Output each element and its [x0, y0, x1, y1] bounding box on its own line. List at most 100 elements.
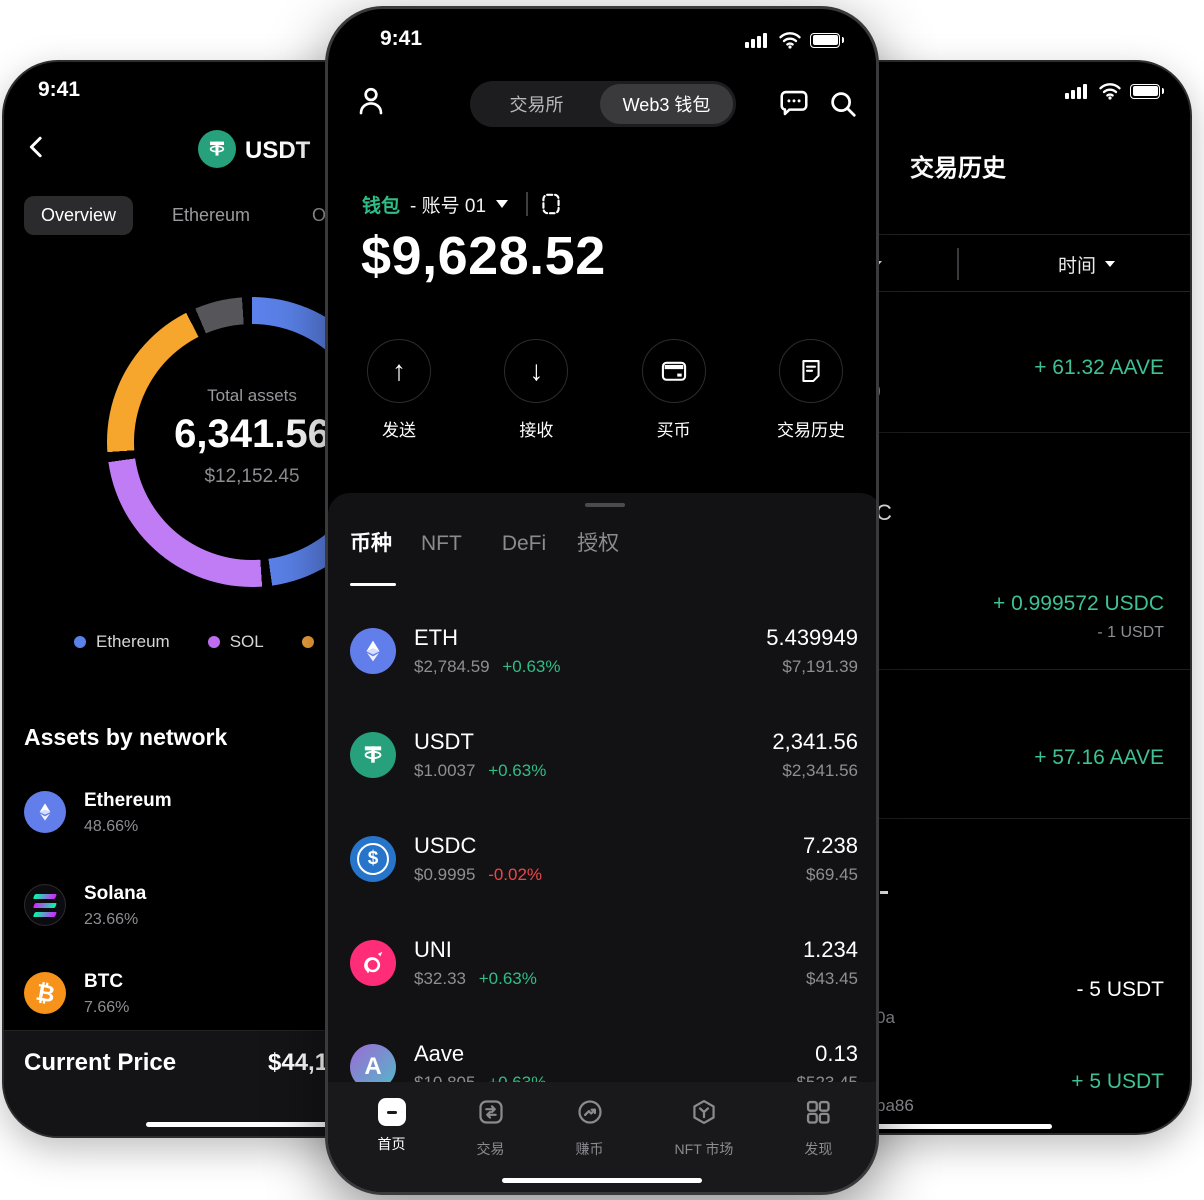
- tab-overview[interactable]: Overview: [24, 196, 134, 235]
- segmented-control: 交易所 Web3 钱包: [470, 81, 736, 127]
- home-indicator[interactable]: [502, 1178, 702, 1183]
- legend-dot-sol: [207, 636, 220, 648]
- wifi-icon: [1099, 83, 1121, 100]
- network-row-solana: Solana 23.66%: [24, 883, 324, 930]
- section-heading: Assets by network: [24, 724, 228, 750]
- segment-web3-wallet[interactable]: Web3 钱包: [600, 84, 733, 124]
- coin-row-eth[interactable]: ETH $2,784.59 +0.63% 5.439949 $7,191.39: [328, 599, 876, 703]
- tx-amount[interactable]: + 61.32 AAVE: [1034, 356, 1164, 379]
- coin-amount: 2,341.56: [772, 729, 858, 754]
- current-price-label: Current Price: [24, 1049, 177, 1076]
- home-indicator[interactable]: [782, 1124, 1052, 1129]
- tx-history-label: 交易历史: [776, 421, 845, 440]
- wallet-label: 钱包: [362, 195, 401, 217]
- usdc-icon: $: [350, 836, 396, 882]
- tab-approvals[interactable]: 授权: [577, 532, 620, 555]
- profile-icon[interactable]: [355, 85, 387, 117]
- bottom-nav: 首页 交易 赚币 NFT 市场: [328, 1082, 876, 1192]
- tab-ethereum[interactable]: Ethereum: [172, 205, 251, 225]
- coin-price: $0.9995: [414, 865, 476, 884]
- back-icon[interactable]: [22, 132, 52, 162]
- coin-symbol: UNI: [414, 937, 452, 962]
- tab-third-partial[interactable]: O: [312, 205, 327, 225]
- send-button[interactable]: ↑ 发送: [349, 339, 449, 441]
- page-title: 交易历史: [910, 155, 1006, 182]
- eth-icon: [350, 628, 396, 674]
- nav-item-earn[interactable]: 赚币: [575, 1098, 604, 1192]
- home-icon: [377, 1098, 406, 1126]
- discover-icon: [807, 1100, 831, 1124]
- tab-nft[interactable]: NFT: [421, 532, 462, 555]
- network-name: Solana: [84, 883, 147, 904]
- active-tab-underline: [350, 583, 396, 586]
- coin-amount: 1.234: [802, 937, 858, 962]
- document-icon: [778, 339, 843, 403]
- tx-fragment: ba86: [876, 1096, 914, 1115]
- network-row-btc: ₿ BTC 7.66%: [24, 971, 324, 1018]
- wifi-icon: [779, 32, 801, 49]
- card-icon: [641, 339, 706, 403]
- donut-center-label: Total assets: [207, 386, 297, 405]
- nav-item-trade[interactable]: 交易: [476, 1098, 505, 1192]
- home-indicator[interactable]: [146, 1122, 416, 1127]
- tx-amount[interactable]: + 0.999572 USDC: [992, 592, 1164, 615]
- tx-fragment-dash: [880, 891, 888, 894]
- send-icon: ↑: [367, 339, 431, 403]
- coin-row-usdt[interactable]: USDT $1.0037 +0.63% 2,341.56 $2,341.56: [328, 703, 876, 807]
- time-filter-dropdown[interactable]: 时间: [1058, 235, 1116, 293]
- tab-defi[interactable]: DeFi: [501, 532, 547, 555]
- nav-label: 发现: [804, 1141, 833, 1157]
- coin-row-uni[interactable]: UNI $32.33 +0.63% 1.234 $43.45: [328, 911, 876, 1015]
- coin-row-usdc[interactable]: $ USDC $0.9995 -0.02% 7.238 $69.45: [328, 807, 876, 911]
- coin-change: +0.63%: [488, 761, 547, 780]
- btc-icon: ₿: [24, 972, 66, 1014]
- nav-item-discover[interactable]: 发现: [804, 1098, 833, 1192]
- nav-label: 赚币: [575, 1141, 604, 1157]
- chevron-down-icon: [496, 200, 509, 208]
- buy-crypto-label: 买币: [656, 421, 691, 440]
- status-time: 9:41: [380, 27, 423, 50]
- coin-amount: 0.13: [815, 1041, 858, 1066]
- segment-exchange[interactable]: 交易所: [470, 81, 603, 127]
- trade-icon: [478, 1100, 503, 1124]
- signal-icon: [1065, 84, 1087, 99]
- coin-fiat: $43.45: [806, 969, 858, 988]
- earn-icon: [577, 1100, 602, 1124]
- tx-amount[interactable]: + 57.16 AAVE: [1034, 746, 1164, 769]
- tx-sub-amount: - 1 USDT: [1097, 624, 1164, 641]
- receive-label: 接收: [519, 421, 554, 440]
- segment-web3-wallet-label: Web3 钱包: [622, 95, 711, 115]
- nav-item-home[interactable]: 首页: [377, 1098, 406, 1192]
- wallet-selector[interactable]: 钱包 - 账号 01: [362, 189, 564, 219]
- coin-symbol: USDC: [414, 833, 477, 858]
- scan-device-icon[interactable]: [538, 191, 564, 217]
- tx-history-button[interactable]: 交易历史: [761, 339, 861, 441]
- coin-change: +0.63%: [502, 657, 561, 676]
- coin-symbol: Aave: [414, 1041, 465, 1066]
- nav-item-nft-market[interactable]: NFT 市场: [675, 1098, 733, 1192]
- tx-amount[interactable]: - 5 USDT: [1076, 978, 1164, 1001]
- tab-overview-label: Overview: [41, 205, 117, 225]
- page-title: USDT: [245, 137, 311, 164]
- tx-amount[interactable]: + 5 USDT: [1071, 1070, 1164, 1093]
- segment-exchange-label: 交易所: [509, 95, 564, 115]
- solana-icon: [24, 884, 66, 926]
- legend-label-sol: SOL: [229, 632, 264, 651]
- chat-icon[interactable]: [778, 87, 810, 119]
- coin-change: +0.63%: [478, 969, 537, 988]
- buy-crypto-button[interactable]: 买币: [624, 339, 724, 441]
- search-icon[interactable]: [828, 89, 858, 119]
- legend-dot-btc: [301, 636, 314, 648]
- signal-icon: [745, 33, 767, 48]
- receive-button[interactable]: ↓ 接收: [486, 339, 586, 441]
- coin-symbol: USDT: [414, 729, 474, 754]
- nav-label: 交易: [476, 1141, 505, 1157]
- nft-market-icon: [693, 1099, 715, 1125]
- time-filter-label: 时间: [1058, 255, 1097, 277]
- tab-coins[interactable]: 币种: [350, 532, 392, 555]
- nav-label: 首页: [377, 1136, 406, 1152]
- center-phone: 9:41 交易所 Web3 钱包: [325, 6, 879, 1195]
- coin-fiat: $7,191.39: [782, 657, 858, 676]
- usdt-logo-icon: [198, 130, 236, 168]
- sheet-drag-handle[interactable]: [585, 503, 625, 507]
